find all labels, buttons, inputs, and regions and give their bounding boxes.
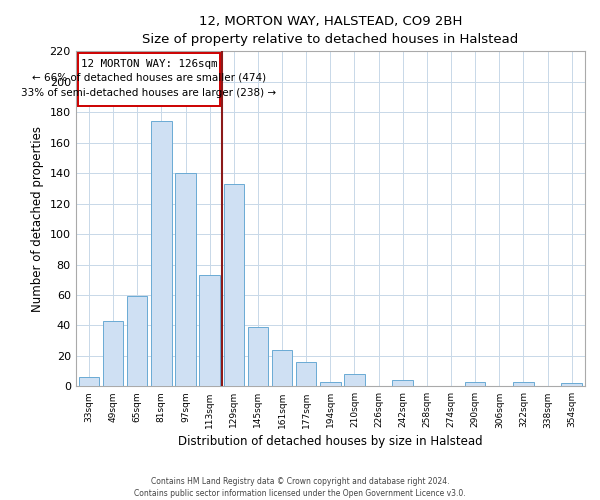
- Bar: [296, 362, 316, 386]
- Bar: [127, 296, 148, 386]
- Text: 33% of semi-detached houses are larger (238) →: 33% of semi-detached houses are larger (…: [22, 88, 277, 98]
- Bar: [465, 382, 485, 386]
- Bar: [392, 380, 413, 386]
- Text: 12 MORTON WAY: 126sqm: 12 MORTON WAY: 126sqm: [80, 60, 217, 70]
- Bar: [320, 382, 341, 386]
- Bar: [199, 275, 220, 386]
- Bar: [344, 374, 365, 386]
- Title: 12, MORTON WAY, HALSTEAD, CO9 2BH
Size of property relative to detached houses i: 12, MORTON WAY, HALSTEAD, CO9 2BH Size o…: [142, 15, 518, 46]
- Bar: [513, 382, 534, 386]
- X-axis label: Distribution of detached houses by size in Halstead: Distribution of detached houses by size …: [178, 434, 482, 448]
- FancyBboxPatch shape: [78, 53, 220, 106]
- Bar: [248, 327, 268, 386]
- Bar: [562, 384, 582, 386]
- Text: ← 66% of detached houses are smaller (474): ← 66% of detached houses are smaller (47…: [32, 73, 266, 83]
- Bar: [175, 173, 196, 386]
- Bar: [103, 321, 124, 386]
- Bar: [272, 350, 292, 387]
- Text: Contains HM Land Registry data © Crown copyright and database right 2024.
Contai: Contains HM Land Registry data © Crown c…: [134, 476, 466, 498]
- Y-axis label: Number of detached properties: Number of detached properties: [31, 126, 44, 312]
- Bar: [224, 184, 244, 386]
- Bar: [151, 122, 172, 386]
- Bar: [79, 377, 99, 386]
